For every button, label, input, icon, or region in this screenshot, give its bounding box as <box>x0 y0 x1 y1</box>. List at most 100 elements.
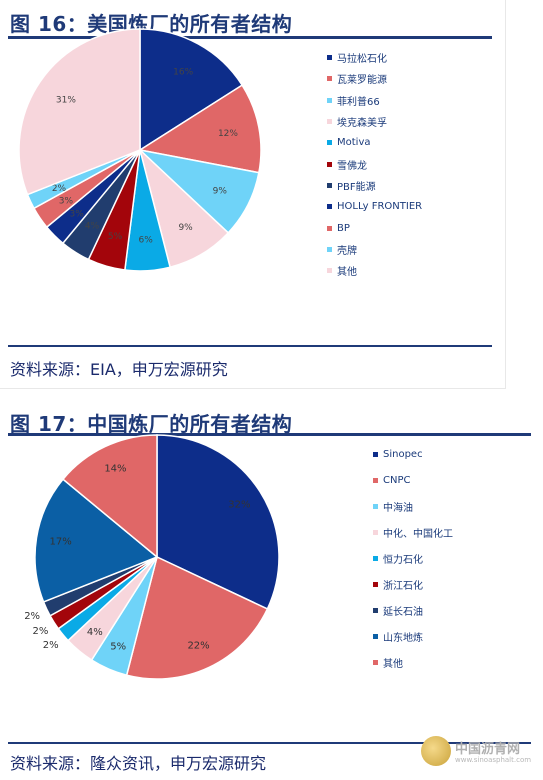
legend-swatch <box>327 161 332 167</box>
slice-data-label: 2% <box>43 640 59 651</box>
site-watermark: 中国沥青网 www.sinoasphalt.com <box>421 732 539 774</box>
slice-data-label: 3% <box>59 196 74 206</box>
legend-item: 恒力石化 <box>373 545 453 571</box>
legend-item: 埃克森美孚 <box>327 111 422 132</box>
legend-swatch <box>327 182 332 188</box>
pie-slice <box>18 28 141 196</box>
slice-data-label: 22% <box>187 640 209 651</box>
watermark-logo-icon <box>421 736 451 766</box>
slice-data-label: 2% <box>33 626 49 637</box>
legend-swatch <box>327 268 332 274</box>
legend-label: HOLLy FRONTIER <box>337 201 423 213</box>
legend-label: 马拉松石化 <box>337 54 387 66</box>
legend-item: 菲利普66 <box>327 90 422 111</box>
chart-panel-china: 图 17：中国炼厂的所有者结构 32% 22% 5% 4% 2% 2% 2% 17% 14% S… <box>0 400 543 780</box>
legend-item: 马拉松石化 <box>327 47 422 68</box>
legend-swatch <box>373 607 378 613</box>
legend-item: Motiva <box>327 132 422 153</box>
legend-label: 其他 <box>383 658 403 670</box>
legend-label: PBF能源 <box>337 181 376 193</box>
legend-item: 浙江石化 <box>373 571 453 597</box>
legend-item: 其他 <box>373 649 453 675</box>
legend-item: 雪佛龙 <box>327 153 422 174</box>
legend-swatch <box>327 140 332 146</box>
pie-chart-china: 32% 22% 5% 4% 2% 2% 2% 17% 14% <box>24 434 280 680</box>
legend-item: 其他 <box>327 260 422 281</box>
chart-legend: 马拉松石化瓦莱罗能源菲利普66 埃克森美孚 Motiva 雪佛龙 PBF能源 HOLLy … <box>327 47 422 281</box>
legend-item: 瓦莱罗能源 <box>327 68 422 89</box>
slice-data-label: 31% <box>56 96 76 106</box>
pie-slice <box>34 478 159 603</box>
legend-swatch <box>373 503 378 509</box>
legend-label: 雪佛龙 <box>337 160 367 172</box>
watermark-url: www.sinoasphalt.com <box>455 756 532 764</box>
pie-slice <box>156 434 280 610</box>
slice-data-label: 4% <box>87 627 103 638</box>
slice-data-label: 14% <box>104 464 126 475</box>
pie-slice <box>139 28 244 152</box>
slice-data-label: 12% <box>218 129 238 139</box>
legend-label: 瓦莱罗能源 <box>337 75 387 87</box>
legend-item: HOLLy FRONTIER <box>327 196 422 217</box>
legend-label: 恒力石化 <box>383 554 423 566</box>
legend-swatch <box>327 246 332 252</box>
legend-item: 山东地炼 <box>373 623 453 649</box>
slice-data-label: 17% <box>49 537 71 548</box>
legend-item: CNPC <box>373 467 453 493</box>
slice-data-label: 4% <box>85 222 100 232</box>
title-rule <box>8 433 531 436</box>
chart-legend: Sinopec CNPC 中海油中化、中国化工 恒力石化浙江石化延长石油山东地炼其他 <box>373 441 453 675</box>
slice-data-label: 6% <box>138 235 153 245</box>
legend-label: BP <box>337 222 350 234</box>
legend-item: Sinopec <box>373 441 453 467</box>
pie-slice <box>137 84 262 174</box>
legend-swatch <box>373 581 378 587</box>
legend-label: 浙江石化 <box>383 580 423 592</box>
legend-item: 壳牌 <box>327 239 422 260</box>
pie-slice <box>125 555 269 680</box>
chart-panel-us: 图 16：美国炼厂的所有者结构 16% 12% 9% 9% 6% 5% 4% 3% 3% 2% 31… <box>0 0 506 389</box>
legend-swatch <box>327 119 332 125</box>
pie-chart-us: 16%12%9%9%6%5%4%3%3%2%31% <box>18 28 262 272</box>
legend-item: 中化、中国化工 <box>373 519 453 545</box>
watermark-name: 中国沥青网 <box>455 742 521 757</box>
source-rule <box>8 742 531 744</box>
chart-source: 资料来源：EIA，申万宏源研究 <box>10 360 228 379</box>
legend-label: 壳牌 <box>337 245 357 257</box>
legend-label: 中化、中国化工 <box>383 528 453 540</box>
legend-swatch <box>373 451 378 457</box>
slice-data-label: 9% <box>213 187 228 197</box>
legend-swatch <box>327 55 332 61</box>
legend-swatch <box>373 529 378 535</box>
legend-label: 菲利普66 <box>337 96 380 108</box>
legend-label: 埃克森美孚 <box>337 118 387 130</box>
slice-data-label: 32% <box>228 500 250 511</box>
slice-data-label: 5% <box>110 642 126 653</box>
source-rule <box>8 345 492 347</box>
legend-item: 延长石油 <box>373 597 453 623</box>
legend-swatch <box>327 76 332 82</box>
legend-label: Sinopec <box>383 448 423 460</box>
legend-label: Motiva <box>337 137 371 149</box>
legend-swatch <box>373 659 378 665</box>
title-rule <box>8 36 492 39</box>
legend-swatch <box>373 477 378 483</box>
legend-swatch <box>327 204 332 210</box>
slice-data-label: 2% <box>52 184 67 194</box>
legend-swatch <box>327 97 332 103</box>
slice-data-label: 5% <box>108 232 123 242</box>
slice-data-label: 16% <box>173 68 193 78</box>
slice-data-label: 3% <box>70 209 85 219</box>
legend-label: CNPC <box>383 474 411 486</box>
chart-title: 图 17：中国炼厂的所有者结构 <box>10 412 293 436</box>
slice-data-label: 9% <box>178 223 193 233</box>
legend-swatch <box>327 225 332 231</box>
pie-slice <box>61 434 158 559</box>
legend-label: 中海油 <box>383 502 413 514</box>
legend-swatch <box>373 555 378 561</box>
legend-label: 其他 <box>337 267 357 279</box>
slice-data-label: 2% <box>24 611 40 622</box>
legend-label: 延长石油 <box>383 606 423 618</box>
legend-item: BP <box>327 217 422 238</box>
legend-item: PBF能源 <box>327 175 422 196</box>
